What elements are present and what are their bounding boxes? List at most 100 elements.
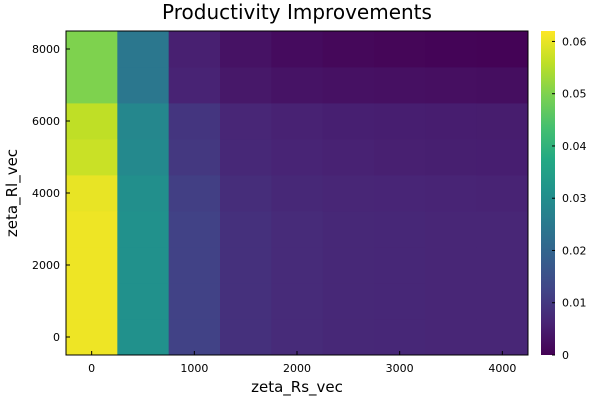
heatmap-cell <box>322 319 375 356</box>
y-axis: 0 2000 4000 6000 8000 <box>32 43 70 344</box>
heatmap-cell <box>322 67 375 104</box>
heatmap-cell <box>220 211 272 248</box>
heatmap-cell <box>322 283 375 320</box>
heatmap-cell <box>374 103 426 140</box>
heatmap-cell <box>220 319 272 356</box>
heatmap-cell <box>220 247 272 284</box>
heatmap-cell <box>168 103 221 140</box>
heatmap-cell <box>374 175 426 212</box>
heatmap-cell <box>220 283 272 320</box>
heatmap-cell <box>220 175 272 212</box>
heatmap-cell <box>322 247 375 284</box>
heatmap-cell <box>117 139 170 176</box>
heatmap-cell <box>476 319 529 356</box>
x-tick-label: 3000 <box>386 362 414 375</box>
heatmap-cell <box>374 31 426 68</box>
heatmap-cell <box>425 103 478 140</box>
heatmap-cell <box>271 31 324 68</box>
heatmap-cell <box>374 247 426 284</box>
y-tick-label: 6000 <box>32 115 60 128</box>
chart-title: Productivity Improvements <box>162 0 432 24</box>
heatmap-cell <box>220 31 272 68</box>
heatmap-cell <box>374 283 426 320</box>
heatmap-cell <box>117 283 170 320</box>
heatmap-cell <box>425 139 478 176</box>
heatmap-cell <box>66 31 118 68</box>
heatmap-cell <box>168 175 221 212</box>
heatmap-cell <box>117 103 170 140</box>
heatmap-cell <box>66 103 118 140</box>
heatmap-cell <box>117 31 170 68</box>
heatmap-cell <box>117 247 170 284</box>
heatmap-cell <box>374 67 426 104</box>
colorbar-axis: 0 0.01 0.02 0.03 0.04 0.05 0.06 <box>552 35 587 362</box>
heatmap-cell <box>220 139 272 176</box>
heatmap-cell <box>168 139 221 176</box>
heatmap-cell <box>476 103 529 140</box>
heatmap-cell <box>425 247 478 284</box>
x-tick-label: 0 <box>88 362 95 375</box>
heatmap-cell <box>476 283 529 320</box>
x-axis-title: zeta_Rs_vec <box>251 378 343 397</box>
heatmap-cell <box>425 319 478 356</box>
heatmap-cell <box>66 319 118 356</box>
heatmap-cell <box>425 31 478 68</box>
heatmap-cell <box>271 247 324 284</box>
heatmap-cell <box>117 319 170 356</box>
heatmap-cell <box>66 211 118 248</box>
heatmap-cells <box>66 31 529 356</box>
colorbar-tick-label: 0.02 <box>562 244 587 257</box>
heatmap-cell <box>476 247 529 284</box>
heatmap-cell <box>66 67 118 104</box>
colorbar <box>541 31 555 355</box>
heatmap-cell <box>220 103 272 140</box>
heatmap-cell <box>66 175 118 212</box>
heatmap-cell <box>168 319 221 356</box>
y-tick-label: 0 <box>53 331 60 344</box>
colorbar-tick-label: 0.05 <box>562 88 587 101</box>
heatmap-cell <box>168 31 221 68</box>
colorbar-tick-label: 0 <box>562 349 569 362</box>
heatmap-cell <box>117 175 170 212</box>
heatmap-cell <box>271 67 324 104</box>
heatmap-cell <box>425 211 478 248</box>
heatmap-cell <box>425 175 478 212</box>
heatmap-cell <box>374 319 426 356</box>
heatmap-cell <box>66 247 118 284</box>
heatmap-cell <box>117 211 170 248</box>
heatmap-cell <box>66 139 118 176</box>
heatmap-cell <box>271 211 324 248</box>
heatmap-cell <box>220 67 272 104</box>
heatmap-cell <box>322 139 375 176</box>
heatmap-cell <box>425 283 478 320</box>
colorbar-tick-label: 0.04 <box>562 140 587 153</box>
heatmap-cell <box>374 139 426 176</box>
heatmap-cell <box>425 67 478 104</box>
heatmap-cell <box>271 283 324 320</box>
heatmap-cell <box>168 211 221 248</box>
heatmap-cell <box>322 175 375 212</box>
heatmap-cell <box>476 175 529 212</box>
heatmap-cell <box>271 139 324 176</box>
heatmap-cell <box>476 67 529 104</box>
x-axis: 0 1000 2000 3000 4000 <box>88 351 516 375</box>
heatmap-cell <box>271 175 324 212</box>
x-tick-label: 4000 <box>488 362 516 375</box>
y-tick-label: 8000 <box>32 43 60 56</box>
heatmap-cell <box>271 319 324 356</box>
x-tick-label: 1000 <box>180 362 208 375</box>
y-tick-label: 4000 <box>32 187 60 200</box>
heatmap-cell <box>168 247 221 284</box>
heatmap-cell <box>117 67 170 104</box>
heatmap-cell <box>271 103 324 140</box>
y-axis-title: zeta_Rl_vec <box>3 149 22 237</box>
colorbar-tick-label: 0.06 <box>562 35 587 48</box>
heatmap-cell <box>476 31 529 68</box>
heatmap-cell <box>168 283 221 320</box>
heatmap-cell <box>168 67 221 104</box>
heatmap-cell <box>322 31 375 68</box>
heatmap-cell <box>322 103 375 140</box>
colorbar-tick-label: 0.01 <box>562 297 587 310</box>
colorbar-tick-label: 0.03 <box>562 192 587 205</box>
heatmap-cell <box>374 211 426 248</box>
